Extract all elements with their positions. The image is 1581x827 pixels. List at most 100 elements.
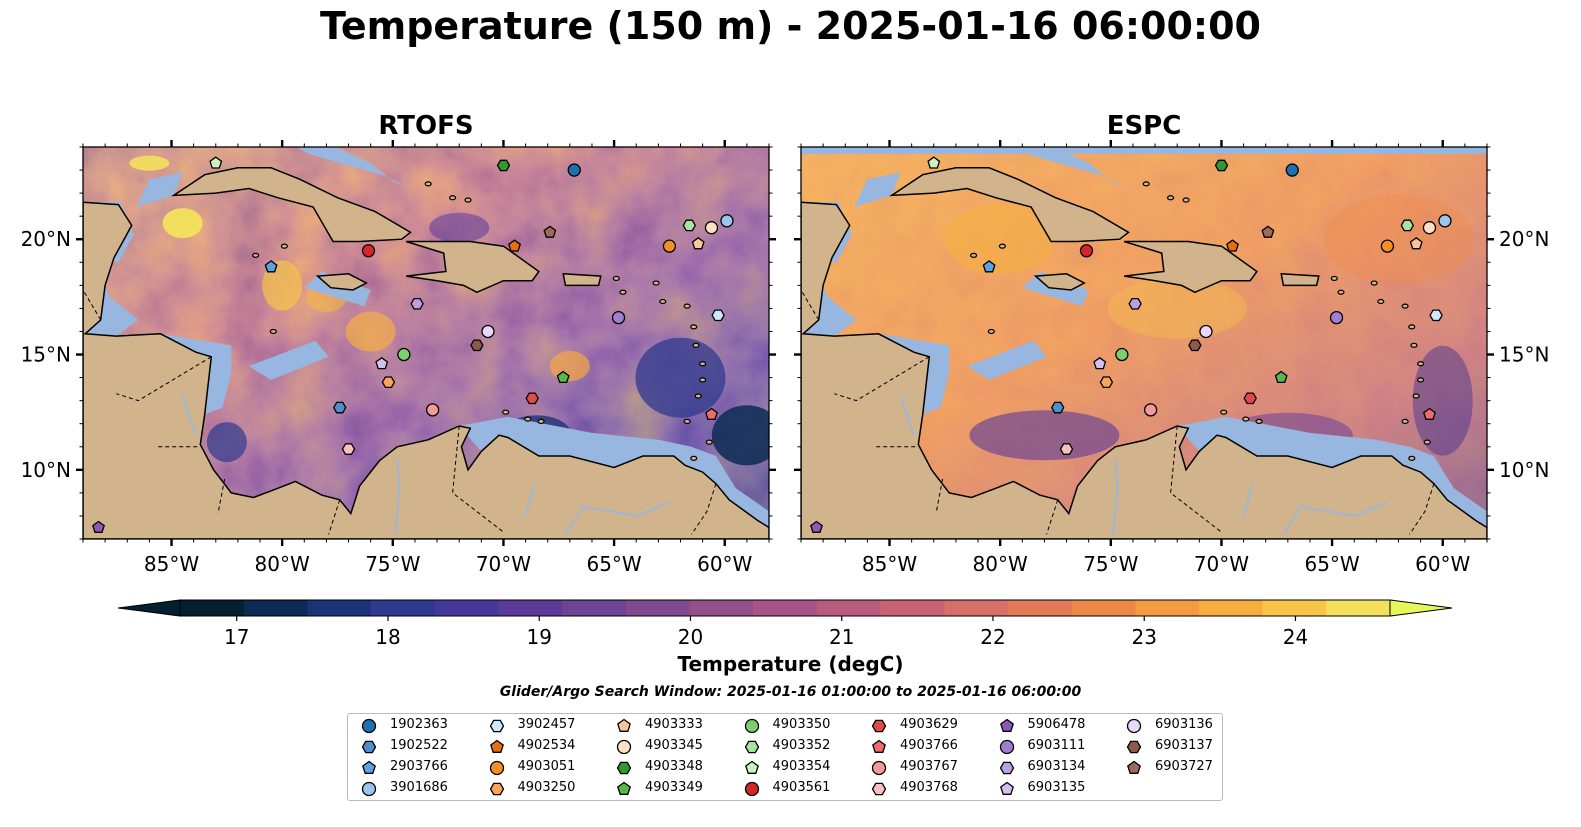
- float-marker: [1285, 163, 1299, 177]
- float-marker: [1400, 219, 1415, 232]
- lat-tick-label: 20°N: [21, 227, 71, 251]
- temperature-anomaly: [549, 351, 590, 382]
- river: [564, 501, 670, 535]
- lon-tick-label: 75°W: [365, 552, 420, 576]
- land-jamaica: [1033, 273, 1086, 291]
- small-island: [692, 342, 700, 348]
- lon-tick-label: 85°W: [144, 552, 199, 576]
- colorbar-swatch: [562, 600, 627, 616]
- colorbar-swatch: [753, 600, 818, 616]
- float-marker: [1128, 297, 1142, 310]
- float-marker: [508, 239, 521, 252]
- country-border: [1170, 425, 1222, 533]
- legend-label: 4903352: [772, 738, 831, 753]
- small-island: [652, 280, 660, 286]
- river: [394, 458, 401, 535]
- legend-label: 6903111: [1027, 738, 1086, 753]
- legend-label: 6903134: [1027, 759, 1086, 774]
- lat-tick-label: 10°N: [21, 458, 71, 482]
- legend-marker: [617, 781, 631, 795]
- temperature-anomaly: [711, 405, 769, 466]
- legend-marker-shape: [871, 782, 887, 796]
- small-island: [252, 252, 260, 258]
- legend-marker-shape: [489, 782, 504, 796]
- legend-marker: [361, 740, 377, 754]
- shelf-honduras-gulf: [85, 285, 139, 337]
- float-marker: [425, 403, 440, 417]
- legend-marker-shape: [999, 781, 1014, 795]
- country-border: [328, 499, 341, 535]
- legend-marker: [744, 740, 759, 754]
- legend-marker: [1127, 760, 1141, 774]
- float-marker: [1099, 376, 1114, 389]
- float-marker: [1188, 339, 1202, 352]
- float-marker: [361, 244, 376, 258]
- small-island: [448, 195, 457, 201]
- river: [524, 483, 536, 517]
- panel-frame: [82, 146, 770, 540]
- small-island: [1410, 342, 1418, 348]
- land-central-america: [801, 201, 1487, 539]
- legend-marker-shape: [744, 781, 759, 797]
- small-island: [1370, 280, 1378, 286]
- float-marker: [1438, 214, 1452, 228]
- legend-label: 4903348: [645, 759, 703, 774]
- small-island: [1166, 195, 1175, 201]
- legend-label: 4903767: [900, 759, 958, 774]
- shelf-nicaragua-banks: [249, 340, 329, 380]
- colorbar-swatch: [1007, 600, 1073, 616]
- legend-marker-shape: [1126, 718, 1142, 734]
- float-marker: [92, 520, 105, 533]
- float-marker: [1422, 221, 1437, 235]
- small-island: [1408, 455, 1416, 461]
- lon-tick-label: 80°W: [255, 552, 310, 576]
- legend-label: 1902522: [390, 738, 448, 753]
- legend-marker: [871, 760, 887, 776]
- legend-marker: [871, 782, 887, 796]
- legend-marker-shape: [361, 718, 377, 734]
- colorbar-swatch: [1262, 600, 1327, 616]
- legend-marker: [362, 760, 376, 774]
- small-island: [1330, 275, 1338, 282]
- legend-label: 4902534: [517, 738, 576, 753]
- small-island: [705, 439, 713, 445]
- float-marker: [1050, 401, 1065, 414]
- colorbar-frame: [179, 599, 1391, 617]
- colorbar-swatch: [434, 600, 500, 616]
- colorbar-tick-label: 21: [829, 625, 854, 649]
- shelf-venezuela-shelf: [1177, 416, 1487, 528]
- legend-marker: [489, 782, 504, 796]
- figure-title: Temperature (150 m) - 2025-01-16 06:00:0…: [319, 4, 1261, 48]
- country-border: [935, 478, 944, 514]
- small-island: [502, 409, 510, 415]
- temperature-anomaly: [1107, 278, 1248, 339]
- temperature-anomaly: [129, 155, 170, 171]
- panel-frame: [800, 146, 1488, 540]
- float-marker: [711, 309, 725, 322]
- legend-marker: [361, 718, 377, 734]
- float-marker: [397, 347, 411, 362]
- float-marker: [662, 239, 677, 253]
- lon-tick-label: 65°W: [1304, 552, 1359, 576]
- legend-marker: [999, 781, 1014, 795]
- temperature-anomaly: [1412, 345, 1473, 456]
- legend-marker: [616, 739, 632, 755]
- legend-label: 4903051: [517, 759, 576, 774]
- float-marker: [682, 219, 697, 232]
- lon-tick-label: 70°W: [1194, 552, 1249, 576]
- colorbar-swatch: [1326, 600, 1391, 616]
- lon-tick-label: 65°W: [586, 552, 641, 576]
- legend-label: 3901686: [390, 780, 448, 795]
- small-island: [970, 252, 978, 258]
- legend-marker-shape: [489, 739, 504, 753]
- float-marker: [264, 260, 278, 273]
- legend-label: 1902363: [390, 717, 448, 732]
- small-island: [1182, 197, 1190, 203]
- country-border: [1409, 483, 1435, 535]
- colorbar-tick-label: 24: [1283, 625, 1308, 649]
- small-island: [269, 328, 277, 335]
- country-border: [83, 289, 102, 321]
- colorbar-tick-label: 17: [224, 625, 249, 649]
- small-island: [524, 416, 532, 422]
- small-island: [694, 393, 702, 399]
